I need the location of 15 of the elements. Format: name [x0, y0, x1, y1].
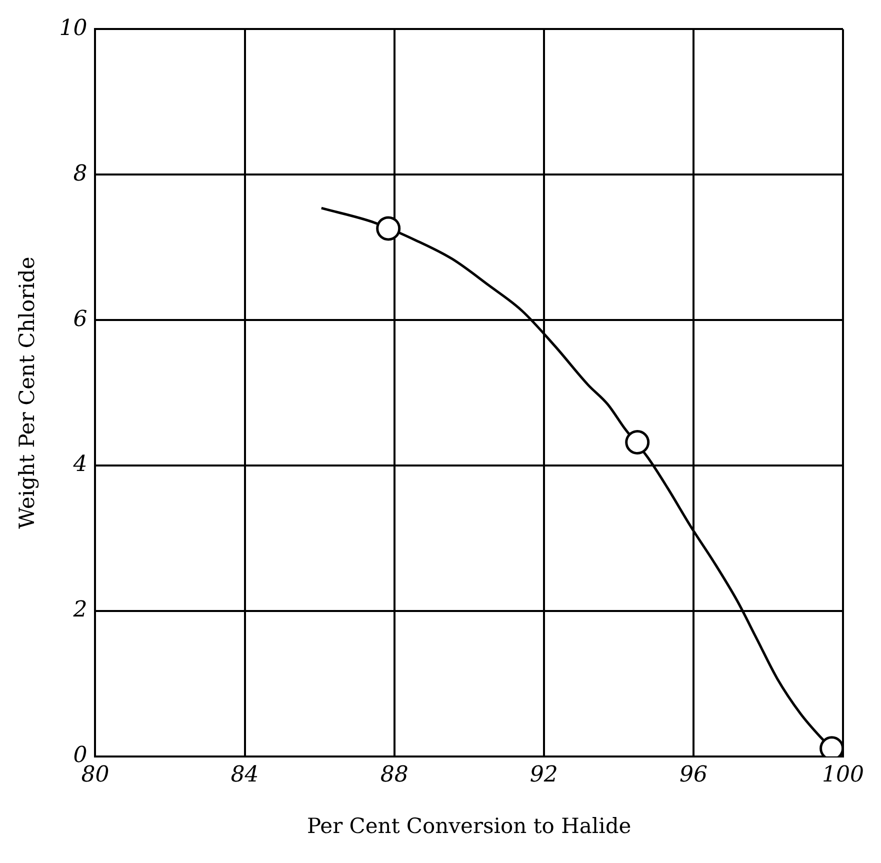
point: [625, 430, 650, 454]
x-tick-label: 96: [679, 762, 708, 788]
x-tick-label: 80: [81, 762, 110, 788]
x-tick-label: 100: [822, 762, 864, 788]
x-axis-title: Per Cent Conversion to Halide: [306, 814, 632, 838]
x-tick-label: 84: [230, 762, 259, 788]
y-tick-label: 10: [59, 16, 88, 41]
y-tick-label: 8: [73, 161, 88, 186]
point: [376, 216, 401, 241]
x-tick-label: 92: [530, 762, 558, 788]
y-tick-label: 4: [72, 452, 88, 478]
y-axis-title: Weight Per Cent Chloride: [15, 256, 40, 529]
y-tick-label: 2: [72, 598, 88, 623]
y-tick-label: 6: [73, 306, 88, 332]
x-tick-label: 88: [380, 762, 408, 788]
